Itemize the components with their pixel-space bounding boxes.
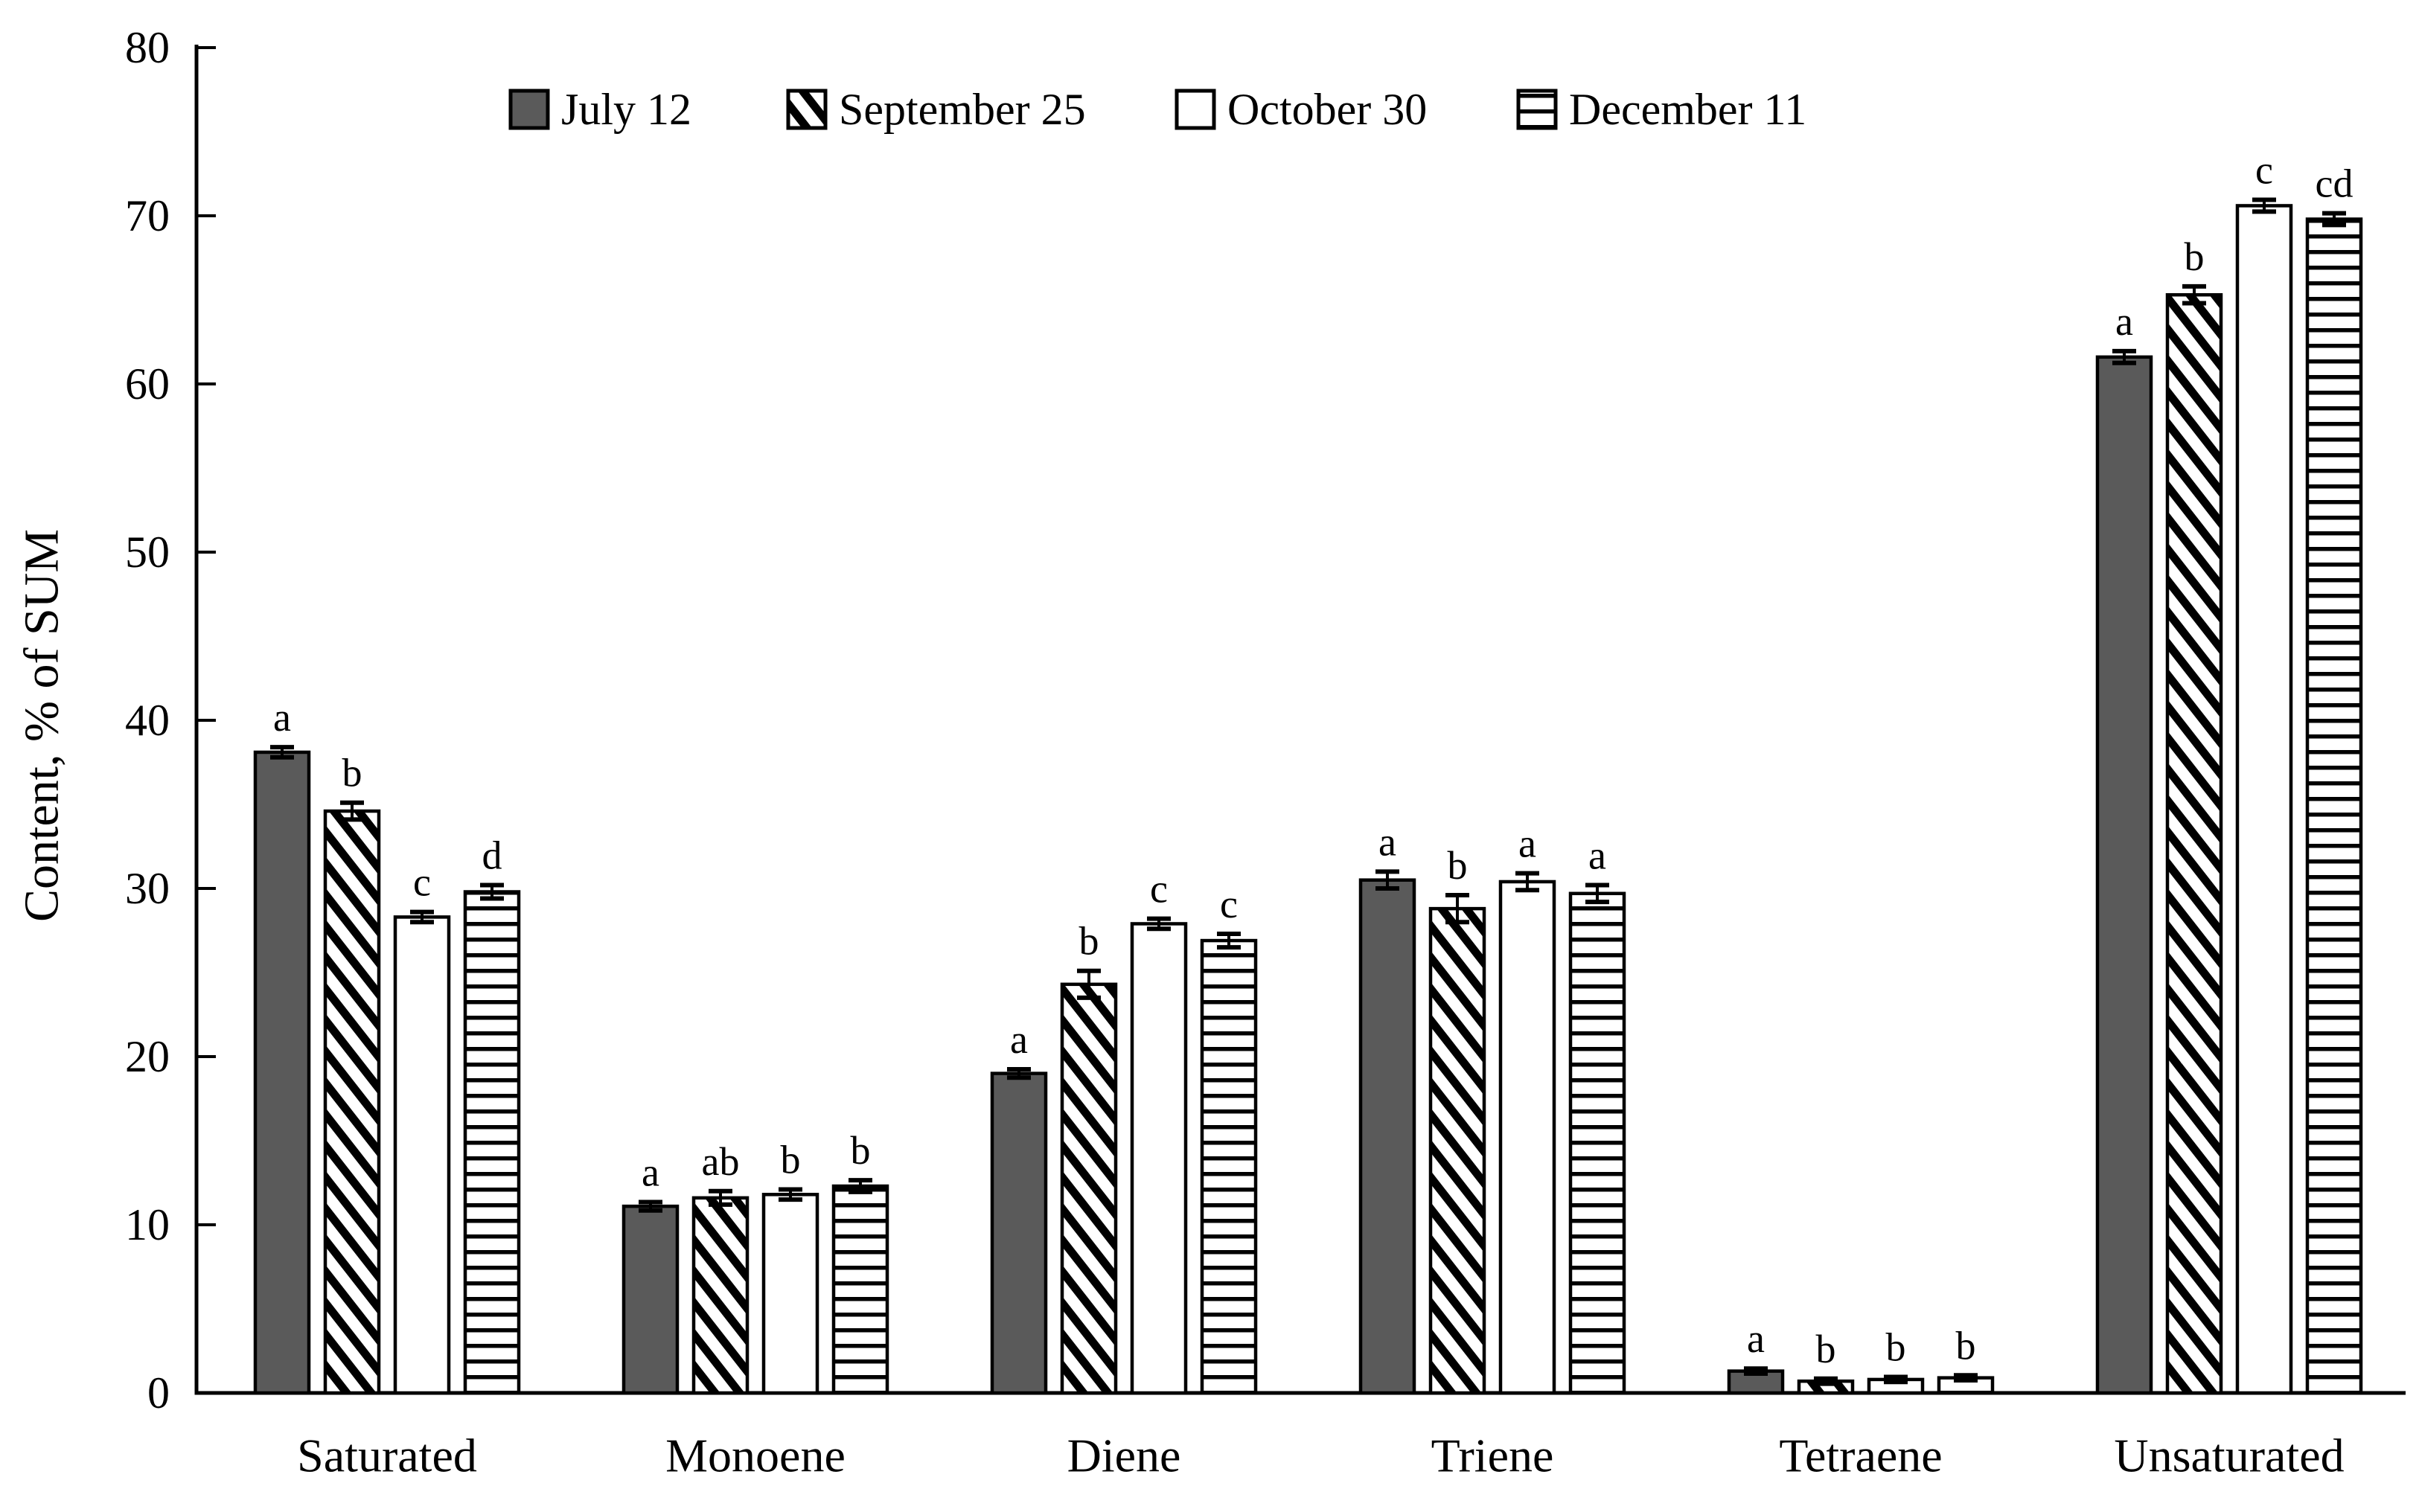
significance-letter: b — [1886, 1325, 1906, 1370]
bar-october-30-monoene — [761, 1193, 819, 1395]
legend-item-december-11: December 11 — [1516, 85, 1806, 134]
significance-letter: c — [1150, 867, 1168, 912]
legend-item-july-12: July 12 — [508, 85, 691, 134]
y-tick-label: 0 — [147, 1368, 170, 1418]
category-label-diene: Diene — [1067, 1429, 1181, 1482]
bar-september-25-monoene — [691, 1196, 750, 1395]
value-axis-labels: 0 10 20 30 40 50 60 70 80 — [125, 23, 170, 1418]
significance-letter: c — [413, 860, 431, 905]
legend-item-september-25: September 25 — [786, 85, 1086, 134]
bar-september-25-unsaturated — [2165, 292, 2223, 1395]
legend-swatch-horizontal-lines — [1516, 89, 1558, 130]
bar-july-12-monoene — [621, 1204, 680, 1395]
y-axis-title: Content, % of SUM — [15, 529, 69, 922]
significance-letter: b — [342, 751, 362, 795]
bar-october-30-saturated — [393, 915, 451, 1395]
axes — [194, 45, 2406, 1395]
error-bars — [270, 197, 2346, 1386]
legend-label: July 12 — [561, 85, 691, 134]
category-label-monoene: Monoene — [665, 1429, 846, 1482]
significance-letter: ab — [702, 1139, 740, 1184]
significance-letter: b — [1956, 1323, 1976, 1368]
y-tick-label: 20 — [125, 1032, 170, 1081]
significance-letter: a — [1518, 821, 1536, 866]
significance-letter: cd — [2316, 161, 2354, 206]
legend-label: December 11 — [1569, 85, 1806, 134]
bar-july-12-unsaturated — [2095, 355, 2153, 1395]
legend-swatch-diagonal-hatch — [786, 89, 828, 130]
bar-december-11-triene — [1568, 891, 1626, 1395]
category-label-tetraene: Tetraene — [1779, 1429, 1942, 1482]
bar-december-11-monoene — [831, 1184, 889, 1395]
bar-december-11-unsaturated — [2305, 217, 2363, 1395]
category-label-saturated: Saturated — [297, 1429, 477, 1482]
bar-september-25-triene — [1428, 906, 1486, 1395]
legend-swatch-solid-dark-gray — [508, 89, 550, 130]
legend-item-october-30: October 30 — [1175, 85, 1427, 134]
bar-series-groups — [253, 204, 2363, 1395]
y-tick-label: 50 — [125, 528, 170, 577]
significance-letter: d — [482, 833, 502, 877]
bar-july-12-triene — [1358, 878, 1416, 1395]
bar-july-12-diene — [990, 1071, 1048, 1395]
significance-letter: a — [273, 695, 291, 740]
legend-swatch-open-white — [1175, 89, 1216, 130]
significance-letter: c — [2255, 148, 2273, 193]
y-tick-label: 70 — [125, 191, 170, 240]
significance-letter: a — [1010, 1017, 1028, 1062]
significance-letter: b — [851, 1128, 871, 1173]
significance-letter: b — [1816, 1327, 1836, 1371]
significance-letter: a — [1588, 833, 1606, 877]
significance-letter: a — [642, 1150, 659, 1194]
legend: July 12 September 25 October 30 December 11 — [508, 85, 1806, 134]
y-tick-label: 40 — [125, 696, 170, 745]
bar-october-30-unsaturated — [2235, 204, 2293, 1395]
significance-letter: b — [1448, 843, 1468, 888]
bar-december-11-diene — [1200, 938, 1258, 1395]
bar-september-25-diene — [1060, 982, 1118, 1395]
y-tick-label: 30 — [125, 864, 170, 913]
significance-letter: c — [1220, 882, 1238, 926]
y-tick-label: 10 — [125, 1200, 170, 1249]
legend-label: September 25 — [839, 85, 1086, 134]
category-axis-labels: Saturated Monoene Diene Triene Tetraene Unsat… — [297, 1429, 2344, 1482]
legend-label: October 30 — [1227, 85, 1427, 134]
bar-october-30-triene — [1498, 880, 1556, 1395]
y-tick-label: 80 — [125, 23, 170, 72]
bar-july-12-saturated — [253, 750, 311, 1395]
significance-letter: a — [1747, 1316, 1765, 1361]
y-tick-label: 60 — [125, 359, 170, 409]
significance-letter: b — [1079, 919, 1099, 964]
significance-letter: b — [2185, 234, 2205, 279]
bar-september-25-saturated — [323, 809, 381, 1395]
bar-october-30-diene — [1130, 922, 1188, 1395]
significance-letter: a — [1378, 819, 1396, 864]
significance-letter: b — [781, 1138, 801, 1182]
bar-december-11-saturated — [463, 890, 521, 1395]
category-label-triene: Triene — [1431, 1429, 1554, 1482]
category-label-unsaturated: Unsaturated — [2114, 1429, 2344, 1482]
significance-letter: a — [2115, 299, 2133, 344]
